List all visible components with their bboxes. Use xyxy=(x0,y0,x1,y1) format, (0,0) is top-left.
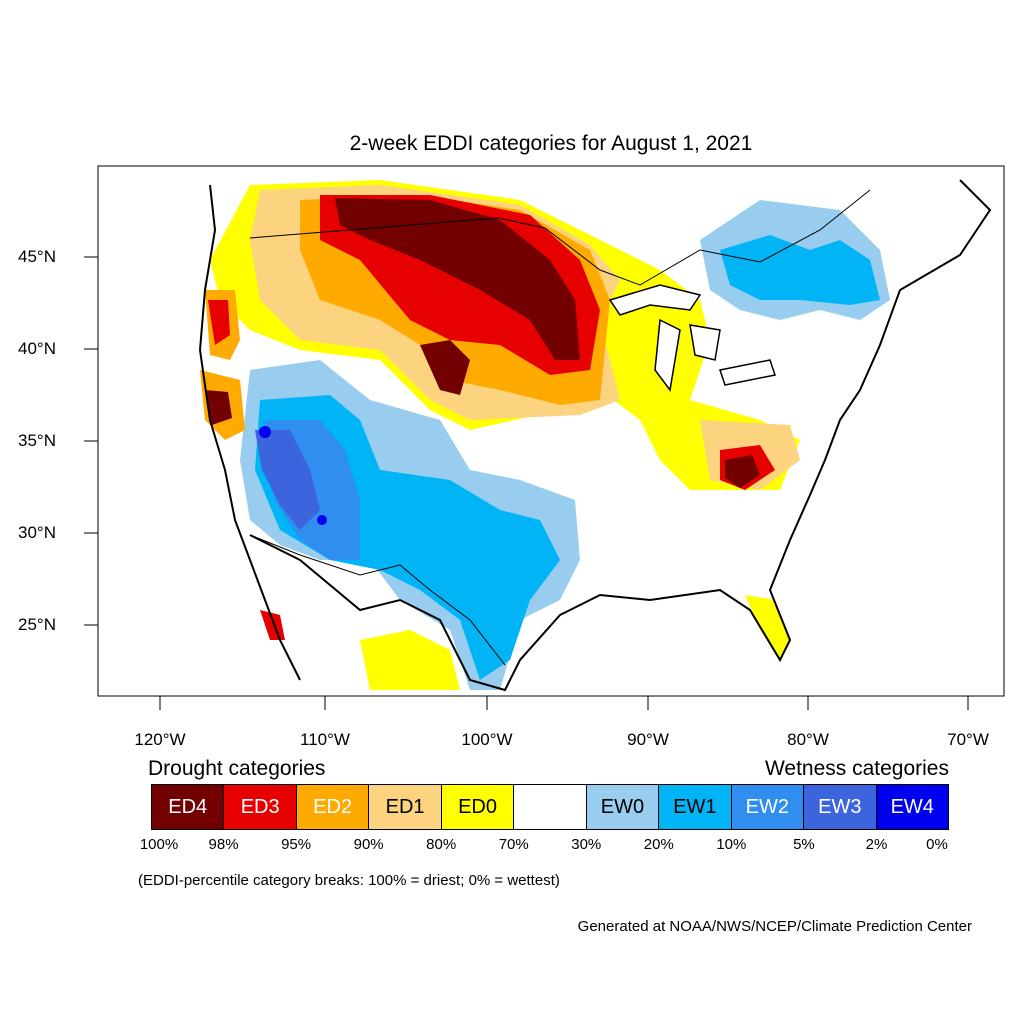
great-lakes xyxy=(608,284,776,392)
legend-category-ed0: ED0 xyxy=(441,785,515,829)
ed4-region-california xyxy=(205,390,232,425)
lon-tick-label: 90°W xyxy=(627,730,669,749)
ed4-region-southeast xyxy=(725,455,760,488)
ew4-spot xyxy=(259,426,271,438)
percentile-label: 98% xyxy=(208,836,239,853)
legend-category-normal xyxy=(514,785,587,829)
drought-heading: Drought categories xyxy=(148,757,326,780)
category-legend: ED4 ED3 ED2 ED1 ED0 EW0 EW1 EW2 EW3 EW4 xyxy=(151,784,949,830)
ew4-spot xyxy=(317,515,327,525)
ew3-region-southwest xyxy=(255,430,320,530)
legend-category-ed3: ED3 xyxy=(224,785,297,829)
lon-tick-label: 100°W xyxy=(461,730,513,749)
legend-category-ew1: EW1 xyxy=(659,785,732,829)
category-note: (EDDI-percentile category breaks: 100% =… xyxy=(138,872,560,889)
percentile-label: 30% xyxy=(571,836,602,853)
lat-tick-label: 35°N xyxy=(18,431,56,450)
legend-category-ew0: EW0 xyxy=(586,785,660,829)
lon-tick-label: 120°W xyxy=(134,730,186,749)
legend-category-ed2: ED2 xyxy=(296,785,370,829)
percentile-label: 70% xyxy=(498,836,529,853)
legend-category-ew4: EW4 xyxy=(876,785,948,829)
ed0-region-south xyxy=(360,630,460,690)
ew1-region-northeast xyxy=(720,235,880,305)
ed3-region-baja xyxy=(260,610,285,640)
percentile-label: 80% xyxy=(426,836,457,853)
ed4-region-plains xyxy=(420,340,470,395)
lon-ticks xyxy=(159,696,969,710)
ed3-region-westcoast xyxy=(208,300,230,345)
percentile-label: 20% xyxy=(643,836,674,853)
percentile-label: 5% xyxy=(793,836,815,853)
canada-border xyxy=(249,189,871,286)
percentile-label: 90% xyxy=(353,836,384,853)
lat-tick-label: 40°N xyxy=(18,339,56,358)
lat-tick-label: 25°N xyxy=(18,615,56,634)
lon-tick-label: 80°W xyxy=(787,730,829,749)
ed4-region-north xyxy=(335,198,580,360)
map-title: 2-week EDDI categories for August 1, 202… xyxy=(349,132,753,155)
credit-line: Generated at NOAA/NWS/NCEP/Climate Predi… xyxy=(577,918,972,935)
legend-category-ew3: EW3 xyxy=(804,785,877,829)
legend-category-ed4: ED4 xyxy=(152,785,225,829)
legend-category-ew2: EW2 xyxy=(731,785,805,829)
lat-tick-label: 45°N xyxy=(18,247,56,266)
coastline xyxy=(198,179,992,692)
percentile-label: 2% xyxy=(865,836,888,853)
lon-tick-label: 110°W xyxy=(300,730,350,749)
percentile-label: 0% xyxy=(926,836,948,853)
map-frame xyxy=(97,165,1005,697)
percentile-label: 95% xyxy=(281,836,312,853)
wetness-heading: Wetness categories xyxy=(764,757,949,780)
lat-ticks xyxy=(84,256,98,626)
legend-category-ed1: ED1 xyxy=(369,785,442,829)
percentile-label: 100% xyxy=(139,836,179,853)
lat-tick-label: 30°N xyxy=(18,523,56,542)
mexico-border xyxy=(249,534,506,666)
percentile-label: 10% xyxy=(716,836,747,853)
lon-tick-label: 70°W xyxy=(947,730,989,749)
